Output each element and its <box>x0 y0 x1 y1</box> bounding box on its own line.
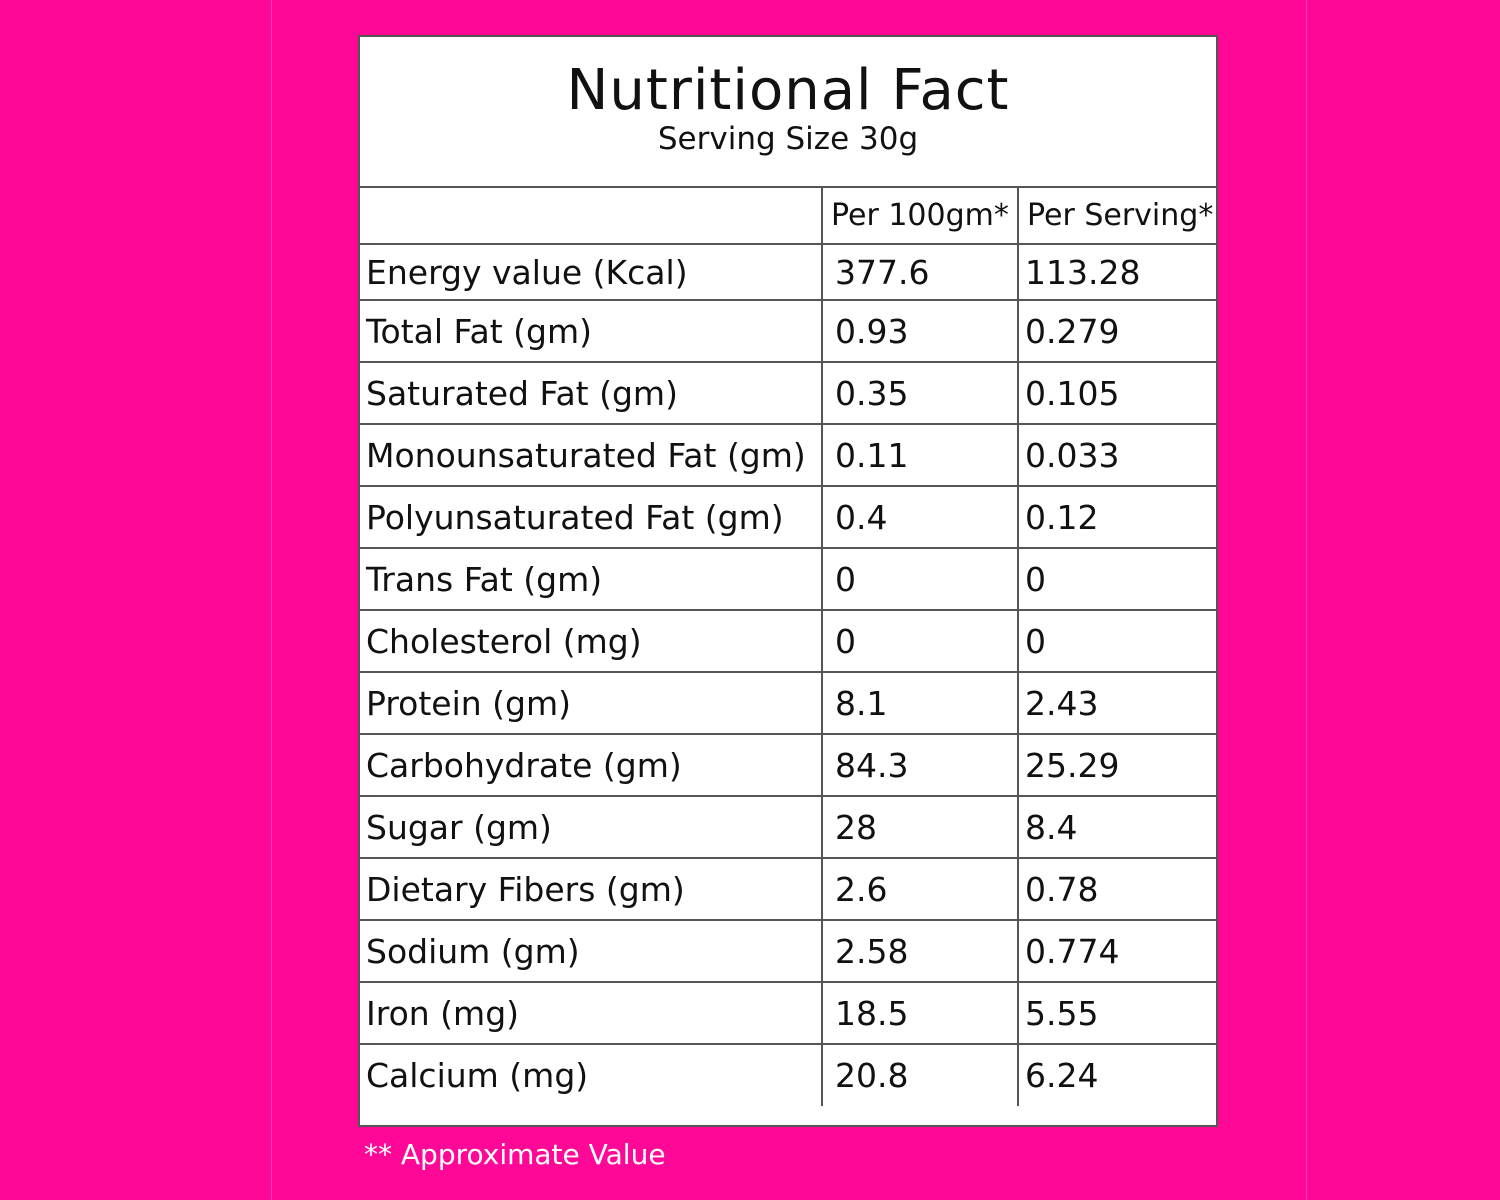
per-serving-value: 2.43 <box>1017 671 1218 735</box>
approximate-value-note: ** Approximate Value <box>364 1138 666 1171</box>
nutrient-name: Cholesterol (mg) <box>360 609 823 673</box>
per-100gm-value: 84.3 <box>821 733 1019 797</box>
background-stripe-right <box>1306 0 1307 1200</box>
per-serving-value: 0.12 <box>1017 485 1218 549</box>
per-100gm-value: 0 <box>821 609 1019 673</box>
nutrition-label: Nutritional Fact Serving Size 30g Per 10… <box>358 35 1218 1127</box>
per-serving-value: 6.24 <box>1017 1043 1218 1106</box>
header-nutrient <box>360 188 823 245</box>
table-row: Calcium (mg) 20.8 6.24 <box>360 1043 1218 1106</box>
table-row: Sugar (gm) 28 8.4 <box>360 795 1218 859</box>
nutrient-name: Polyunsaturated Fat (gm) <box>360 485 823 549</box>
nutrient-name: Sugar (gm) <box>360 795 823 859</box>
nutrient-name: Sodium (gm) <box>360 919 823 983</box>
table-row: Polyunsaturated Fat (gm) 0.4 0.12 <box>360 485 1218 549</box>
table-row: Carbohydrate (gm) 84.3 25.29 <box>360 733 1218 797</box>
per-100gm-value: 0.4 <box>821 485 1019 549</box>
nutrition-table: Per 100gm* Per Serving* Energy value (Kc… <box>360 188 1218 1106</box>
per-serving-value: 5.55 <box>1017 981 1218 1045</box>
table-row: Saturated Fat (gm) 0.35 0.105 <box>360 361 1218 425</box>
header-per-100gm: Per 100gm* <box>821 188 1019 245</box>
per-serving-value: 8.4 <box>1017 795 1218 859</box>
nutrient-name: Energy value (Kcal) <box>360 244 823 301</box>
per-100gm-value: 28 <box>821 795 1019 859</box>
nutrient-name: Protein (gm) <box>360 671 823 735</box>
per-100gm-value: 2.58 <box>821 919 1019 983</box>
table-row: Iron (mg) 18.5 5.55 <box>360 981 1218 1045</box>
header-per-serving: Per Serving* <box>1017 188 1218 245</box>
per-100gm-value: 0.93 <box>821 299 1019 363</box>
per-serving-value: 0.78 <box>1017 857 1218 921</box>
per-100gm-value: 0.35 <box>821 361 1019 425</box>
table-row: Trans Fat (gm) 0 0 <box>360 547 1218 611</box>
per-serving-value: 0.774 <box>1017 919 1218 983</box>
per-serving-value: 0.279 <box>1017 299 1218 363</box>
nutrient-name: Total Fat (gm) <box>360 299 823 363</box>
table-row: Cholesterol (mg) 0 0 <box>360 609 1218 673</box>
per-100gm-value: 0 <box>821 547 1019 611</box>
per-serving-value: 25.29 <box>1017 733 1218 797</box>
per-100gm-value: 18.5 <box>821 981 1019 1045</box>
per-serving-value: 0 <box>1017 609 1218 673</box>
per-100gm-value: 8.1 <box>821 671 1019 735</box>
nutrient-name: Dietary Fibers (gm) <box>360 857 823 921</box>
label-title: Nutritional Fact <box>566 58 1010 123</box>
per-100gm-value: 2.6 <box>821 857 1019 921</box>
per-serving-value: 113.28 <box>1017 244 1218 301</box>
table-row: Dietary Fibers (gm) 2.6 0.78 <box>360 857 1218 921</box>
per-100gm-value: 377.6 <box>821 244 1019 301</box>
background-stripe-left <box>271 0 272 1200</box>
per-serving-value: 0.033 <box>1017 423 1218 487</box>
nutrient-name: Saturated Fat (gm) <box>360 361 823 425</box>
nutrient-name: Monounsaturated Fat (gm) <box>360 423 823 487</box>
label-header: Nutritional Fact Serving Size 30g <box>360 37 1216 188</box>
nutrient-name: Iron (mg) <box>360 981 823 1045</box>
per-100gm-value: 0.11 <box>821 423 1019 487</box>
table-header-row: Per 100gm* Per Serving* <box>360 188 1218 245</box>
per-serving-value: 0.105 <box>1017 361 1218 425</box>
table-row: Sodium (gm) 2.58 0.774 <box>360 919 1218 983</box>
serving-size: Serving Size 30g <box>657 121 919 157</box>
table-row: Energy value (Kcal) 377.6 113.28 <box>360 244 1218 301</box>
nutrient-name: Calcium (mg) <box>360 1043 823 1106</box>
nutrient-name: Carbohydrate (gm) <box>360 733 823 797</box>
table-row: Total Fat (gm) 0.93 0.279 <box>360 299 1218 363</box>
table-row: Monounsaturated Fat (gm) 0.11 0.033 <box>360 423 1218 487</box>
table-row: Protein (gm) 8.1 2.43 <box>360 671 1218 735</box>
nutrient-name: Trans Fat (gm) <box>360 547 823 611</box>
per-100gm-value: 20.8 <box>821 1043 1019 1106</box>
per-serving-value: 0 <box>1017 547 1218 611</box>
